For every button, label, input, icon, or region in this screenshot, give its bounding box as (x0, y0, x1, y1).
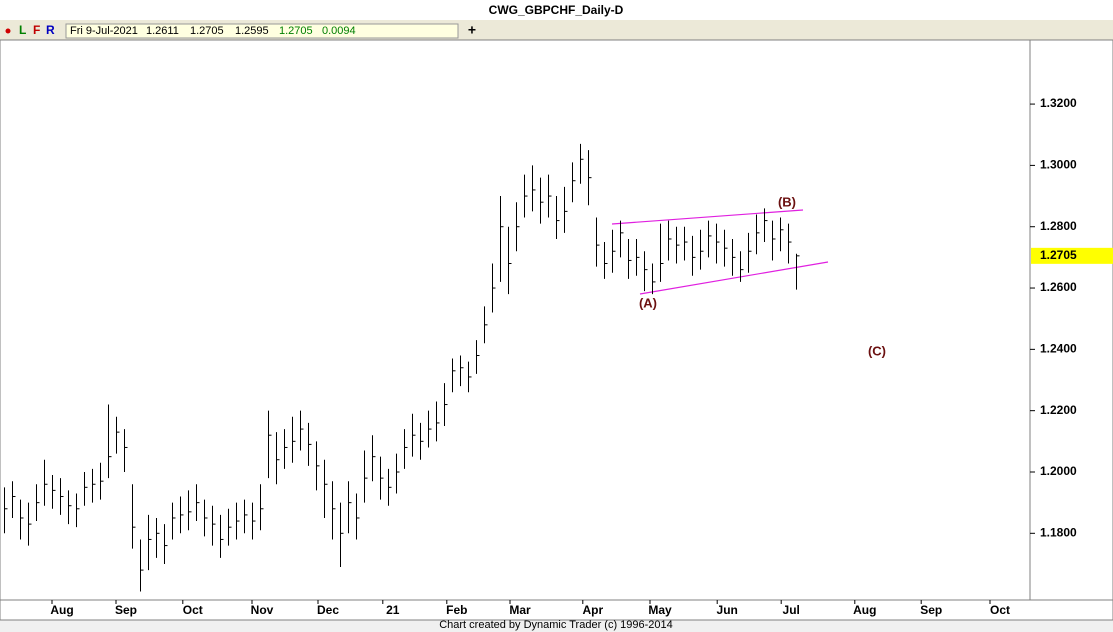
info-value: 1.2595 (235, 25, 269, 37)
wave-label: (A) (639, 295, 657, 310)
x-tick-label: Dec (317, 603, 339, 617)
y-tick-label: 1.2000 (1040, 464, 1077, 478)
x-tick-label: Aug (50, 603, 73, 617)
last-price-label: 1.2705 (1040, 248, 1077, 262)
info-box (65, 23, 459, 39)
wave-label: (C) (868, 343, 886, 358)
x-tick-label: Oct (990, 603, 1010, 617)
y-tick-label: 1.2200 (1040, 403, 1077, 417)
x-tick-label: May (648, 603, 672, 617)
x-tick-label: Oct (183, 603, 203, 617)
info-date: Fri 9-Jul-2021 (70, 25, 138, 37)
plot-area (0, 39, 1031, 601)
title-bar (0, 0, 1113, 20)
add-button[interactable]: + (468, 22, 476, 38)
x-tick-label: Sep (920, 603, 942, 617)
x-tick-label: Jun (717, 603, 738, 617)
info-value: 1.2705 (279, 25, 313, 37)
x-tick-label: Apr (582, 603, 603, 617)
x-tick-label: Aug (853, 603, 876, 617)
trend-line (611, 209, 804, 225)
info-value: 1.2705 (190, 25, 224, 37)
x-tick-label: Nov (251, 603, 274, 617)
y-tick-label: 1.2800 (1040, 219, 1077, 233)
info-change: 0.0094 (322, 25, 356, 37)
y-tick-label: 1.2600 (1040, 280, 1077, 294)
footer: Chart created by Dynamic Trader (c) 1996… (439, 619, 673, 631)
x-tick-label: 21 (386, 603, 400, 617)
info-value: 1.2611 (146, 25, 179, 37)
y-tick-label: 1.2400 (1040, 342, 1077, 356)
chart-title: CWG_GBPCHF_Daily-D (489, 3, 624, 17)
toolbar-button[interactable]: L (19, 23, 26, 37)
toolbar-dot[interactable] (5, 28, 11, 34)
y-tick-label: 1.3200 (1040, 96, 1077, 110)
price-axis (1029, 39, 1113, 601)
time-axis (0, 599, 1113, 621)
wave-label: (B) (778, 194, 796, 209)
last-price-box (1031, 247, 1113, 264)
toolbar-button[interactable]: R (46, 23, 55, 37)
y-tick-label: 1.3000 (1040, 158, 1077, 172)
toolbar-button[interactable]: F (33, 23, 40, 37)
x-tick-label: Feb (446, 603, 467, 617)
x-tick-label: Jul (783, 603, 800, 617)
x-tick-label: Mar (509, 603, 531, 617)
x-tick-label: Sep (115, 603, 137, 617)
y-tick-label: 1.1800 (1040, 525, 1077, 539)
